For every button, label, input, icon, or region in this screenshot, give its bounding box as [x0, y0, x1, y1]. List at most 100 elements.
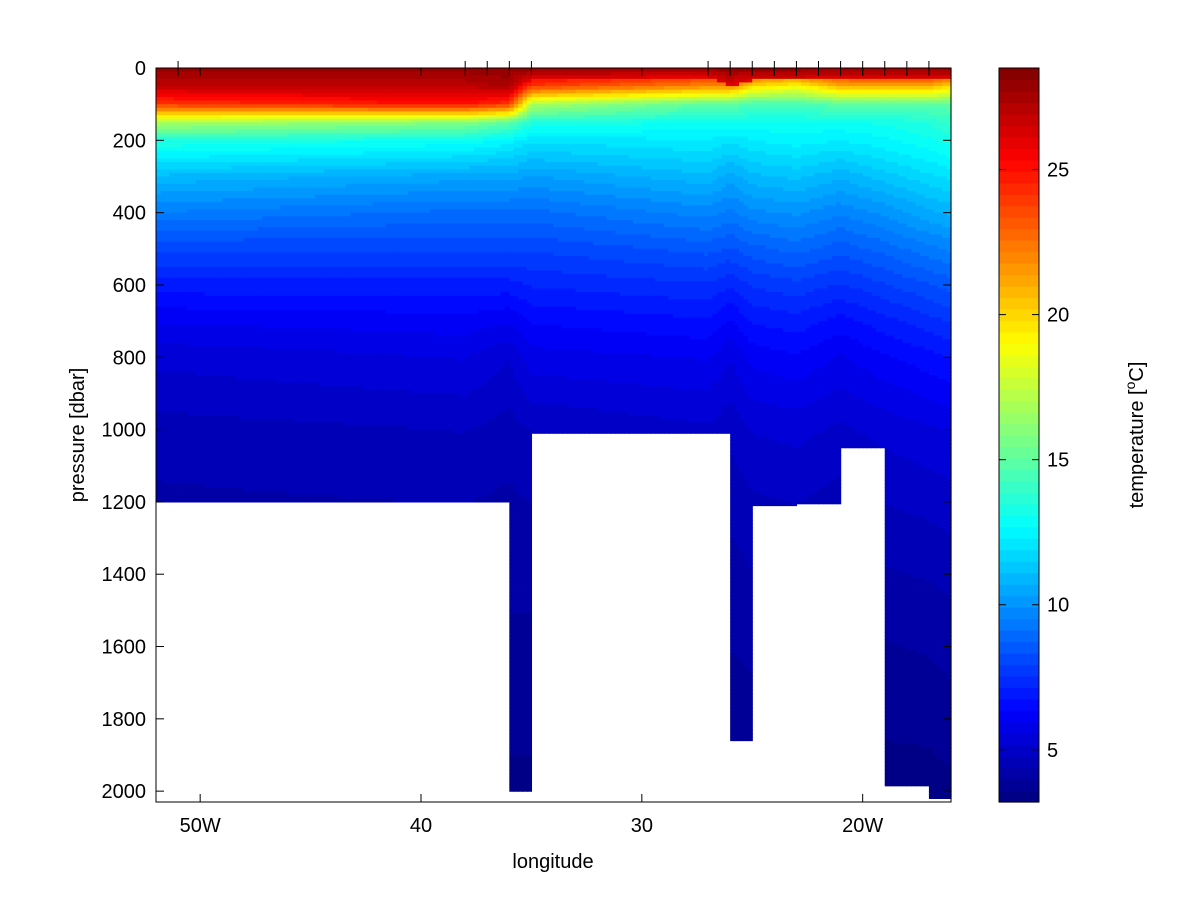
temperature-cell [156, 346, 162, 351]
temperature-cell [292, 487, 298, 492]
temperature-cell [248, 375, 254, 380]
temperature-cell [235, 299, 241, 304]
temperature-cell [222, 386, 228, 391]
temperature-cell [213, 259, 219, 264]
temperature-cell [213, 346, 219, 351]
temperature-cell [257, 187, 263, 192]
temperature-cell [204, 82, 210, 87]
temperature-cell [239, 183, 245, 188]
temperature-cell [253, 436, 259, 442]
temperature-cell [279, 292, 285, 297]
temperature-cell [178, 227, 184, 232]
temperature-cell [173, 176, 179, 181]
temperature-cell [323, 458, 329, 463]
temperature-cell [222, 451, 228, 456]
temperature-cell [275, 400, 281, 405]
temperature-cell [156, 147, 162, 152]
temperature-cell [222, 201, 228, 206]
temperature-cell [292, 259, 298, 264]
temperature-cell [319, 382, 325, 387]
temperature-cell [323, 122, 329, 127]
temperature-cell [213, 198, 219, 203]
temperature-cell [191, 462, 197, 467]
temperature-cell [257, 147, 263, 152]
temperature-cell [222, 209, 228, 214]
temperature-cell [301, 386, 307, 391]
temperature-cell [164, 151, 170, 156]
temperature-cell [288, 429, 294, 434]
temperature-cell [222, 187, 228, 192]
temperature-cell [319, 284, 325, 290]
temperature-cell [248, 447, 254, 452]
temperature-cell [288, 201, 294, 206]
temperature-cell [319, 360, 325, 366]
temperature-cell [217, 458, 223, 463]
temperature-cell [275, 190, 281, 196]
temperature-cell [306, 194, 312, 199]
temperature-cell [217, 172, 223, 178]
temperature-cell [288, 389, 294, 395]
temperature-cell [292, 75, 298, 80]
temperature-cell [270, 368, 276, 373]
temperature-cell [226, 498, 232, 503]
temperature-cell [337, 288, 343, 293]
temperature-cell [178, 219, 184, 225]
temperature-cell [235, 353, 241, 358]
temperature-cell [332, 107, 338, 112]
temperature-cell [186, 400, 192, 405]
temperature-cell [248, 353, 254, 358]
temperature-cell [213, 321, 219, 326]
temperature-cell [275, 360, 281, 366]
temperature-cell [213, 266, 219, 272]
temperature-cell [164, 350, 170, 355]
temperature-cell [209, 183, 215, 188]
temperature-cell [262, 237, 268, 243]
temperature-cell [244, 415, 250, 420]
temperature-cell [213, 234, 219, 239]
temperature-cell [156, 299, 162, 304]
temperature-cell [204, 162, 210, 167]
temperature-cell [169, 397, 175, 402]
temperature-cell [323, 230, 329, 235]
temperature-cell [226, 360, 232, 366]
temperature-cell [235, 469, 241, 474]
temperature-cell [315, 201, 321, 206]
temperature-cell [173, 350, 179, 355]
temperature-cell [178, 96, 184, 102]
temperature-cell [279, 270, 285, 275]
temperature-cell [332, 227, 338, 232]
temperature-cell [178, 209, 184, 214]
temperature-cell [239, 122, 245, 127]
temperature-cell [191, 230, 197, 235]
temperature-cell [337, 118, 343, 123]
temperature-cell [292, 310, 298, 315]
temperature-cell [239, 219, 245, 225]
temperature-cell [306, 375, 312, 380]
temperature-cell [297, 93, 303, 98]
temperature-cell [200, 274, 206, 279]
temperature-cell [270, 353, 276, 358]
temperature-cell [292, 425, 298, 431]
temperature-cell [235, 162, 241, 167]
temperature-cell [156, 169, 162, 174]
temperature-cell [204, 447, 210, 452]
temperature-cell [235, 169, 241, 174]
temperature-cell [323, 96, 329, 102]
temperature-cell [231, 407, 237, 413]
temperature-cell [209, 393, 215, 398]
temperature-cell [191, 151, 197, 156]
temperature-cell [297, 140, 303, 145]
temperature-cell [288, 386, 294, 391]
temperature-cell [279, 147, 285, 152]
temperature-cell [186, 393, 192, 398]
temperature-cell [209, 140, 215, 145]
temperature-cell [178, 107, 184, 112]
temperature-cell [156, 89, 162, 94]
temperature-cell [204, 169, 210, 174]
temperature-cell [275, 494, 281, 499]
temperature-cell [328, 472, 334, 478]
temperature-cell [301, 256, 307, 261]
temperature-cell [178, 187, 184, 192]
temperature-cell [323, 411, 329, 416]
temperature-cell [239, 190, 245, 196]
